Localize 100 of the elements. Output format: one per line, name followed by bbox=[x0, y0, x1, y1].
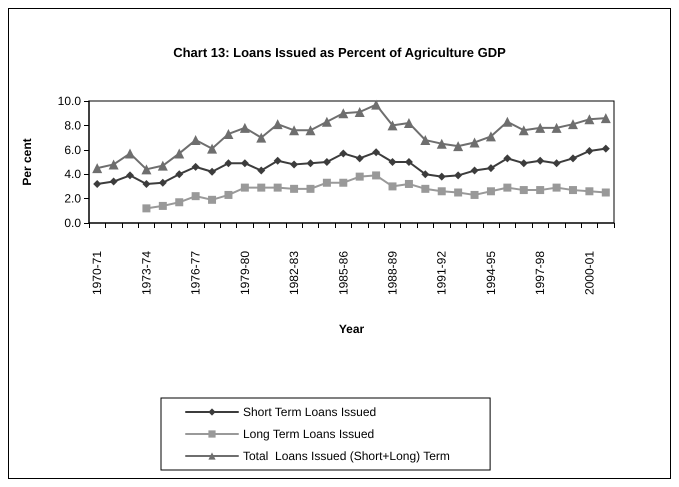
point bbox=[486, 131, 496, 142]
point bbox=[93, 180, 102, 188]
point bbox=[486, 187, 495, 196]
point bbox=[470, 137, 480, 148]
y-tick-label: 2.0 bbox=[64, 192, 82, 206]
point bbox=[256, 132, 266, 143]
point bbox=[125, 148, 136, 158]
x-tick-label: 1994-95 bbox=[484, 250, 498, 296]
point bbox=[585, 187, 594, 196]
x-tick-label: 1985-86 bbox=[336, 250, 350, 296]
point bbox=[142, 204, 150, 212]
point bbox=[158, 178, 167, 187]
point bbox=[290, 184, 298, 193]
point bbox=[192, 162, 200, 171]
point bbox=[371, 100, 382, 110]
point bbox=[600, 113, 611, 124]
point bbox=[585, 147, 594, 156]
point bbox=[322, 116, 332, 127]
point bbox=[338, 108, 348, 118]
x-tick-label: 1991-92 bbox=[434, 250, 449, 296]
point bbox=[421, 170, 430, 178]
x-tick-label: 2000-01 bbox=[582, 250, 596, 296]
point bbox=[192, 192, 200, 200]
y-axis-title: Per cent bbox=[20, 138, 34, 186]
point bbox=[388, 182, 397, 190]
point bbox=[257, 166, 266, 175]
y-tick-label: 0.0 bbox=[64, 216, 82, 230]
point bbox=[454, 171, 462, 180]
point bbox=[584, 114, 594, 124]
point bbox=[108, 159, 119, 170]
point bbox=[290, 160, 298, 168]
x-tick-label: 1970-71 bbox=[90, 250, 104, 296]
y-tick-label: 4.0 bbox=[64, 167, 82, 182]
point bbox=[536, 156, 544, 165]
point bbox=[470, 190, 479, 199]
chart-title: Chart 13: Loans Issued as Percent of Agriculture GDP bbox=[173, 45, 506, 60]
point bbox=[421, 184, 430, 193]
point bbox=[175, 198, 184, 206]
point bbox=[552, 122, 562, 133]
point bbox=[272, 119, 283, 130]
point bbox=[274, 184, 282, 192]
point bbox=[274, 156, 282, 165]
legend-label: Short Term Loans Issued bbox=[243, 405, 376, 419]
point bbox=[208, 196, 216, 204]
point bbox=[520, 186, 528, 194]
point bbox=[453, 141, 464, 152]
point bbox=[110, 178, 118, 186]
point bbox=[518, 125, 529, 136]
point bbox=[257, 184, 266, 192]
point bbox=[502, 116, 512, 127]
point bbox=[306, 184, 314, 193]
point bbox=[306, 159, 314, 168]
x-tick-label: 1982-83 bbox=[287, 250, 302, 296]
x-tick-label: 1988-89 bbox=[386, 250, 400, 296]
point bbox=[289, 125, 300, 136]
point bbox=[454, 188, 462, 196]
point bbox=[536, 186, 544, 194]
point bbox=[240, 159, 249, 168]
point bbox=[602, 144, 610, 153]
point bbox=[552, 184, 561, 192]
legend-label: Total Loans Issued (Short+Long) Term bbox=[243, 449, 450, 463]
point bbox=[158, 160, 168, 171]
point bbox=[208, 168, 216, 176]
x-tick-label: 1973-74 bbox=[139, 250, 154, 296]
point bbox=[223, 128, 234, 139]
point bbox=[436, 138, 447, 149]
point bbox=[322, 158, 331, 166]
point bbox=[339, 178, 348, 187]
x-tick-label: 1979-80 bbox=[238, 250, 252, 296]
point bbox=[158, 202, 167, 210]
point bbox=[602, 188, 610, 196]
point bbox=[92, 163, 102, 174]
point bbox=[240, 122, 250, 133]
point bbox=[190, 135, 201, 146]
x-axis-title: Year bbox=[338, 322, 365, 336]
point bbox=[535, 122, 546, 133]
point bbox=[420, 135, 430, 146]
point bbox=[520, 159, 528, 168]
y-tick-label: 10.0 bbox=[58, 94, 82, 108]
point bbox=[438, 187, 446, 196]
point bbox=[224, 159, 232, 168]
point bbox=[568, 186, 577, 194]
x-tick-label: 1997-98 bbox=[533, 250, 548, 296]
y-tick-label: 8.0 bbox=[64, 118, 82, 132]
point bbox=[372, 171, 380, 180]
point bbox=[339, 149, 348, 158]
x-tick-label: 1976-77 bbox=[188, 250, 203, 296]
point bbox=[356, 172, 364, 181]
point bbox=[207, 144, 218, 154]
point bbox=[568, 154, 577, 162]
point bbox=[388, 120, 398, 130]
legend-label: Long Term Loans Issued bbox=[243, 427, 374, 441]
point bbox=[552, 159, 561, 168]
point bbox=[404, 180, 413, 188]
point bbox=[354, 106, 365, 117]
point bbox=[503, 154, 512, 162]
point bbox=[372, 148, 380, 156]
point bbox=[141, 164, 152, 174]
point bbox=[486, 164, 495, 172]
point bbox=[356, 154, 364, 162]
